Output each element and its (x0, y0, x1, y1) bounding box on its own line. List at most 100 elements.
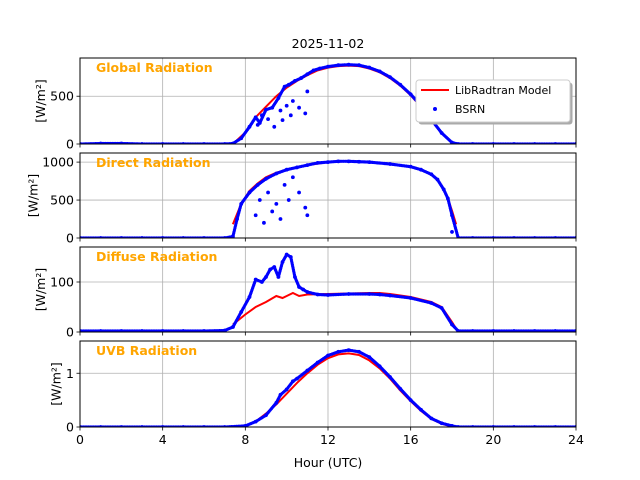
legend-swatch-bsrn (433, 107, 437, 111)
bsrn-point (439, 421, 444, 426)
legend-label-model: LibRadtran Model (455, 84, 551, 97)
bsrn-point (346, 348, 351, 353)
bsrn-point (181, 329, 186, 332)
bsrn-point (284, 167, 289, 172)
bsrn-point (435, 177, 440, 182)
bsrn-point (255, 182, 260, 187)
bsrn-point (317, 66, 322, 71)
bsrn-point (278, 392, 283, 397)
bsrn-point (288, 255, 293, 259)
bsrn-point (419, 407, 423, 412)
bsrn-point (450, 424, 454, 427)
bsrn-point (450, 140, 454, 144)
y-axis-label-global: [W/m²] (33, 79, 48, 123)
bsrn-point (367, 292, 372, 296)
bsrn-point (268, 267, 273, 272)
bsrn-point (297, 105, 301, 110)
bsrn-point (512, 329, 516, 332)
bsrn-point (450, 213, 454, 218)
legend-label-bsrn: BSRN (455, 103, 485, 116)
bsrn-point (231, 141, 235, 144)
y-tick-label: 500 (50, 193, 74, 208)
x-tick-label: 24 (568, 432, 584, 447)
bsrn-point (303, 205, 308, 210)
bsrn-point (293, 79, 297, 83)
bsrn-point (290, 99, 295, 103)
bsrn-point (357, 159, 361, 164)
bsrn-point (276, 96, 281, 101)
bsrn-point (276, 275, 281, 279)
bsrn-point (295, 165, 299, 170)
bsrn-point (98, 141, 103, 144)
bsrn-point (419, 167, 423, 172)
bsrn-point (290, 175, 295, 180)
bsrn-point (305, 72, 310, 77)
bsrn-point (326, 160, 330, 165)
bsrn-point (336, 159, 341, 164)
bsrn-point (264, 275, 268, 279)
bsrn-point (284, 387, 289, 392)
bsrn-point (450, 322, 454, 327)
bsrn-point (398, 386, 403, 391)
bsrn-point (119, 141, 124, 144)
bsrn-point (299, 76, 304, 80)
bsrn-point (278, 108, 283, 113)
bsrn-point (408, 296, 413, 300)
bsrn-point (293, 275, 297, 279)
plot-area-diffuse (80, 252, 576, 332)
bsrn-point (346, 159, 351, 164)
bsrn-point (388, 293, 392, 298)
bsrn-point (305, 290, 310, 294)
bsrn-point (259, 113, 264, 118)
bsrn-point (326, 293, 330, 297)
bsrn-point (297, 190, 301, 195)
y-tick-label: 1000 (42, 155, 74, 170)
x-tick-label: 12 (320, 432, 336, 447)
bsrn-point (326, 353, 330, 358)
panel-uvb: 0 4 8 12 16 20 24 0 1[W/m²] UVB Radiation (48, 340, 584, 447)
bsrn-point (357, 63, 361, 68)
panel-label-direct: Direct Radiation (96, 155, 211, 170)
bsrn-point (456, 329, 461, 332)
x-tick-label: 4 (159, 432, 167, 447)
bsrn-point (388, 75, 392, 80)
bsrn-point (280, 260, 285, 264)
bsrn-point (408, 398, 413, 403)
bsrn-point (445, 196, 450, 201)
bsrn-point (398, 82, 403, 87)
bsrn-point (274, 400, 279, 405)
bsrn-point (377, 69, 382, 74)
bsrn-point (346, 62, 351, 67)
bsrn-point (274, 201, 279, 206)
bsrn-point (377, 292, 382, 297)
model-line-diffuse (232, 291, 460, 332)
bsrn-point (286, 82, 291, 87)
bsrn-point (231, 325, 235, 329)
y-axis-label-diffuse: [W/m²] (33, 268, 48, 312)
bsrn-point (231, 234, 235, 238)
bsrn-point (274, 171, 279, 176)
bsrn-point (336, 63, 341, 68)
bsrn-point (491, 329, 496, 332)
legend-box (415, 79, 571, 123)
bsrn-point (284, 252, 289, 257)
bsrn-point (346, 292, 351, 296)
bsrn-point (450, 230, 454, 234)
panel-diffuse: 0 100[W/m²] Diffuse Radiation (33, 246, 577, 340)
y-tick-label: 100 (50, 275, 74, 290)
bsrn-point (295, 376, 299, 381)
bsrn-point (253, 277, 258, 282)
panel-label-diffuse: Diffuse Radiation (96, 249, 217, 264)
bsrn-point (305, 213, 310, 218)
y-tick-label: 0 (66, 137, 74, 152)
bsrn-point (278, 217, 283, 221)
bsrn-point (270, 209, 275, 214)
bsrn-point (315, 292, 320, 297)
bsrn-point (235, 217, 239, 221)
bsrn-point (266, 190, 270, 195)
bsrn-point (470, 329, 475, 332)
bsrn-point (305, 163, 310, 168)
bsrn-point (429, 416, 434, 421)
x-tick-label: 0 (76, 432, 84, 447)
